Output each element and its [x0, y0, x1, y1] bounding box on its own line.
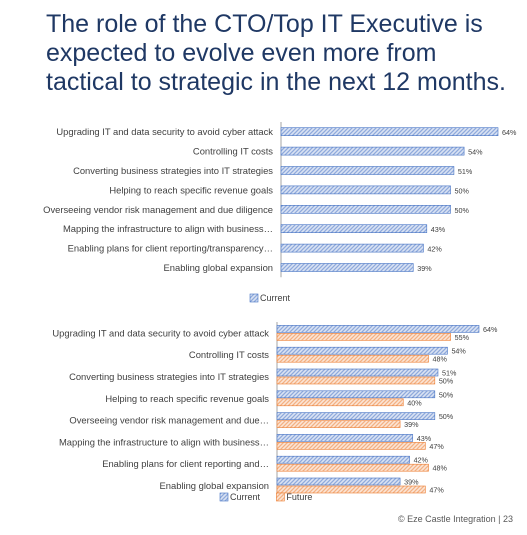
- data-label-future: 48%: [433, 464, 448, 473]
- category-label: Upgrading IT and data security to avoid …: [52, 327, 269, 338]
- data-label-current: 50%: [455, 206, 470, 215]
- bar-current: [280, 166, 455, 175]
- category-label: Mapping the infrastructure to align with…: [59, 436, 269, 447]
- bar-current: [280, 127, 499, 136]
- data-label-current: 54%: [468, 148, 483, 157]
- category-label: Overseeing vendor risk management and du…: [43, 204, 273, 215]
- data-label-current: 43%: [431, 225, 446, 234]
- bar-future: [276, 354, 429, 363]
- data-label-future: 47%: [429, 486, 444, 495]
- category-label: Converting business strategies into IT s…: [73, 165, 273, 176]
- bar-current: [280, 263, 414, 272]
- data-label-current: 50%: [439, 412, 454, 421]
- legend-swatch-current: [249, 293, 259, 303]
- data-label-future: 47%: [429, 442, 444, 451]
- bar-future: [276, 398, 404, 407]
- bar-future: [276, 463, 429, 472]
- bar-future: [276, 420, 401, 428]
- footer-credit: © Eze Castle Integration | 23: [397, 514, 513, 524]
- bar-future: [276, 333, 451, 341]
- bar-current: [280, 205, 451, 214]
- data-label-future: 39%: [404, 420, 419, 429]
- bar-current: [280, 146, 465, 156]
- bar-current: [276, 412, 436, 420]
- data-label-current: 42%: [427, 245, 442, 254]
- legend-label-future: Future: [286, 492, 312, 502]
- category-label: Converting business strategies into IT s…: [69, 371, 269, 382]
- bar-future: [276, 376, 436, 385]
- bar-current: [280, 224, 428, 233]
- legend-label-current: Current: [230, 492, 261, 502]
- data-label-current: 39%: [417, 264, 432, 273]
- data-label-future: 40%: [407, 398, 422, 407]
- category-label: Enabling global expansion: [160, 480, 269, 491]
- category-label: Upgrading IT and data security to avoid …: [56, 126, 273, 137]
- bar-current: [276, 477, 401, 486]
- data-label-current: 54%: [451, 347, 466, 356]
- bar-current: [280, 185, 451, 195]
- data-label-current: 39%: [404, 478, 419, 487]
- category-label: Controlling IT costs: [193, 146, 273, 157]
- data-label-current: 50%: [439, 390, 454, 399]
- bar-current: [276, 455, 410, 464]
- data-label-current: 51%: [442, 369, 457, 378]
- category-label: Enabling plans for client reporting and…: [102, 458, 269, 469]
- legend-label-current: Current: [260, 293, 291, 303]
- data-label-future: 50%: [439, 377, 454, 386]
- bar-current: [276, 434, 414, 442]
- category-label: Enabling global expansion: [164, 262, 273, 273]
- bar-current: [280, 243, 424, 253]
- data-label-future: 55%: [455, 333, 470, 342]
- bar-current: [276, 325, 480, 333]
- category-label: Enabling plans for client reporting/tran…: [68, 243, 273, 254]
- chart-current-vs-future-priorities: Upgrading IT and data security to avoid …: [52, 322, 498, 502]
- data-label-current: 50%: [455, 186, 470, 195]
- chart-current-priorities: Upgrading IT and data security to avoid …: [43, 122, 517, 303]
- category-label: Overseeing vendor risk management and du…: [69, 415, 269, 426]
- data-label-current: 64%: [502, 128, 517, 137]
- data-label-current: 42%: [414, 456, 429, 465]
- data-label-current: 43%: [417, 434, 432, 443]
- data-label-future: 48%: [433, 355, 448, 364]
- category-label: Helping to reach specific revenue goals: [109, 184, 273, 195]
- bar-future: [276, 442, 426, 450]
- legend-swatch-future: [276, 492, 285, 502]
- page-title: The role of the CTO/Top IT Executive is …: [46, 10, 506, 96]
- category-label: Helping to reach specific revenue goals: [105, 393, 269, 404]
- data-label-current: 51%: [458, 167, 473, 176]
- category-label: Mapping the infrastructure to align with…: [63, 223, 273, 234]
- bar-current: [276, 368, 439, 377]
- legend-swatch-current: [219, 492, 229, 502]
- bar-future: [276, 485, 426, 494]
- bar-current: [276, 390, 436, 399]
- data-label-current: 64%: [483, 325, 498, 334]
- category-label: Controlling IT costs: [189, 349, 269, 360]
- bar-current: [276, 346, 448, 355]
